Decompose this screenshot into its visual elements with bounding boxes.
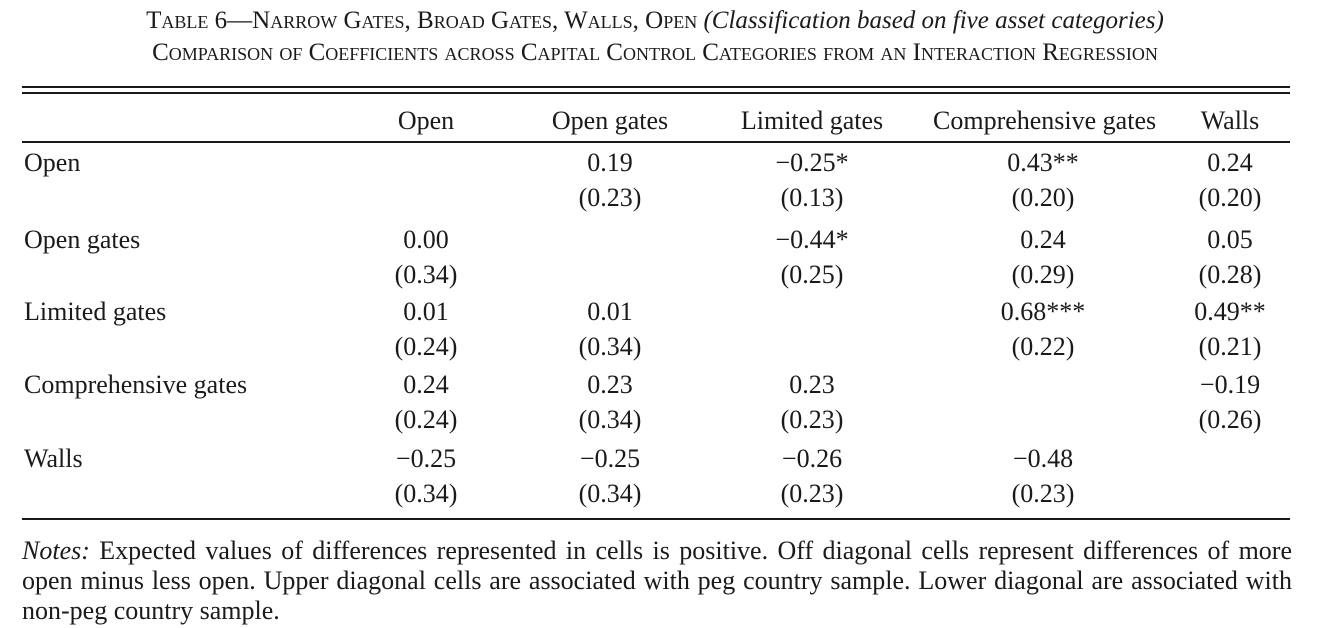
standard-error-value: (0.29) (1011, 260, 1075, 289)
standard-error-value: (0.34) (578, 332, 642, 361)
coefficient-value: 0.49** (1194, 297, 1266, 326)
notes-label: Notes: (22, 536, 90, 565)
standard-error-value: (0.20) (1198, 183, 1262, 212)
coefficient-value: −0.25 (395, 444, 457, 473)
coefficient-value: 0.19 (587, 148, 633, 177)
row-label: Walls (24, 444, 83, 473)
standard-error-value: (0.21) (1198, 332, 1262, 361)
notes-text: Expected values of differences represent… (22, 536, 1292, 625)
coefficient-value: 0.68*** (1000, 297, 1086, 326)
standard-error-value: (0.26) (1198, 405, 1262, 434)
coefficient-value: 0.43** (1007, 148, 1079, 177)
header-rule (22, 141, 1290, 143)
coefficient-value: 0.24 (403, 370, 449, 399)
standard-error-value: (0.23) (578, 183, 642, 212)
table-title-main: Table 6—Narrow Gates, Broad Gates, Walls… (146, 7, 704, 34)
coefficient-value: −0.26 (781, 444, 843, 473)
row-label: Comprehensive gates (24, 370, 248, 399)
standard-error-value: (0.13) (780, 183, 844, 212)
standard-error-value: (0.22) (1011, 332, 1075, 361)
coefficient-value: −0.48 (1012, 444, 1074, 473)
coefficient-value: 0.23 (587, 370, 633, 399)
table-title-italic: (Classification based on five asset cate… (703, 7, 1164, 34)
top-rule-1 (22, 86, 1290, 88)
row-label: Open gates (24, 225, 141, 254)
column-header: Open gates (551, 106, 669, 135)
coefficient-value: −0.19 (1199, 370, 1261, 399)
column-header: Limited gates (740, 106, 884, 135)
standard-error-value: (0.23) (780, 405, 844, 434)
top-rule-2 (22, 92, 1290, 94)
standard-error-value: (0.23) (1011, 479, 1075, 508)
column-header: Walls (1200, 106, 1260, 135)
coefficient-value: −0.44* (775, 225, 849, 254)
standard-error-value: (0.34) (394, 260, 458, 289)
standard-error-value: (0.28) (1198, 260, 1262, 289)
column-header: Comprehensive gates (933, 106, 1157, 135)
row-label: Limited gates (24, 297, 167, 326)
coefficient-value: 0.24 (1207, 148, 1253, 177)
standard-error-value: (0.24) (394, 332, 458, 361)
coefficient-value: 0.01 (403, 297, 449, 326)
coefficient-value: 0.24 (1020, 225, 1066, 254)
coefficient-value: 0.05 (1207, 225, 1253, 254)
coefficient-value: −0.25* (775, 148, 849, 177)
column-header: Open (397, 106, 455, 135)
table-subtitle: Comparison of Coefficients across Capita… (152, 39, 1158, 66)
standard-error-value: (0.20) (1011, 183, 1075, 212)
standard-error-value: (0.23) (780, 479, 844, 508)
standard-error-value: (0.24) (394, 405, 458, 434)
row-label: Open (24, 148, 81, 177)
standard-error-value: (0.34) (394, 479, 458, 508)
standard-error-value: (0.34) (578, 479, 642, 508)
table-title: Table 6—Narrow Gates, Broad Gates, Walls… (0, 6, 1310, 36)
coefficient-value: 0.01 (587, 297, 633, 326)
bottom-rule (22, 518, 1290, 520)
standard-error-value: (0.25) (780, 260, 844, 289)
coefficient-value: −0.25 (579, 444, 641, 473)
coefficient-value: 0.00 (403, 225, 449, 254)
table-notes: Notes: Expected values of differences re… (22, 536, 1292, 626)
standard-error-value: (0.34) (578, 405, 642, 434)
coefficient-value: 0.23 (789, 370, 835, 399)
